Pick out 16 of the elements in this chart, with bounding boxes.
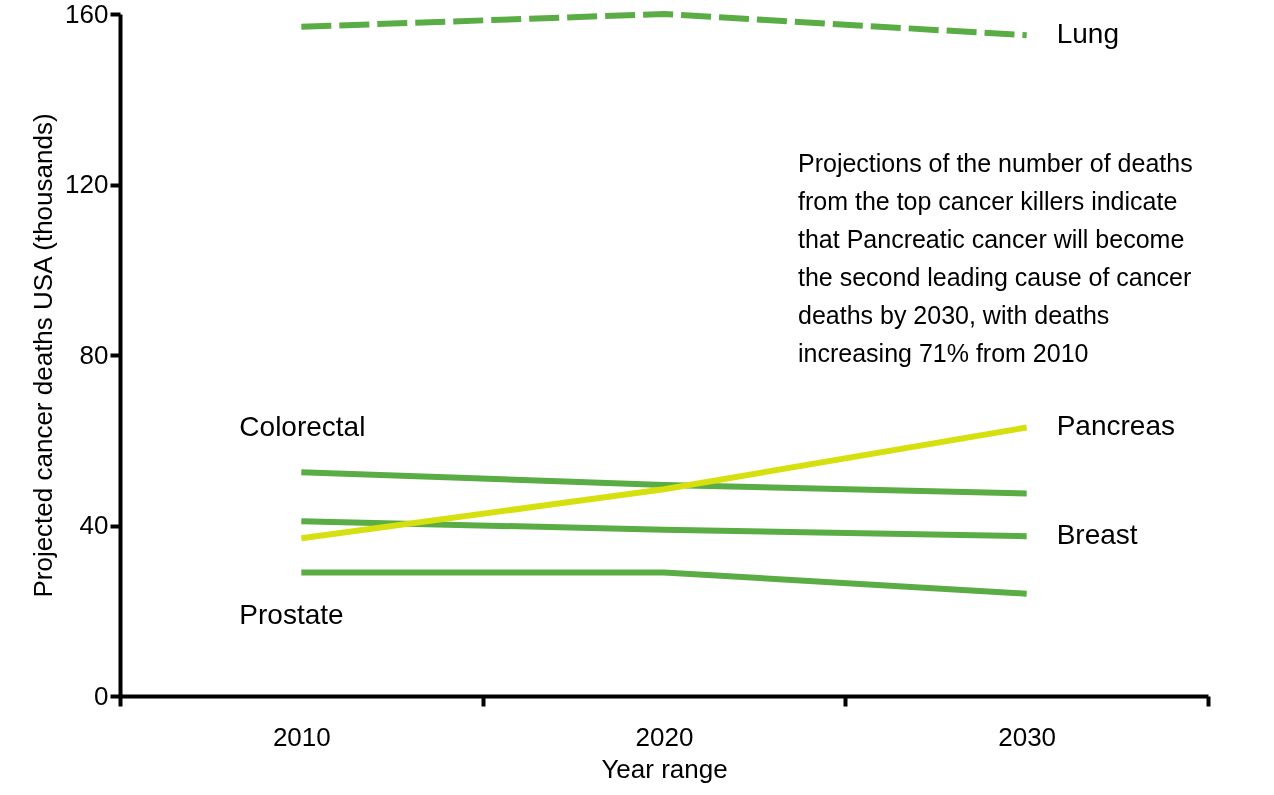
y-tick-label: 0 bbox=[94, 680, 109, 711]
x-tick-label: 2020 bbox=[635, 721, 694, 752]
y-axis-title: Projected cancer deaths USA (thousands) bbox=[28, 113, 59, 598]
y-tick-label: 160 bbox=[65, 0, 109, 29]
x-tick-label: 2030 bbox=[998, 721, 1057, 752]
series-label: Pancreas bbox=[1056, 410, 1175, 442]
series-label: Colorectal bbox=[239, 411, 366, 443]
series-label: Breast bbox=[1056, 519, 1138, 551]
y-tick-label: 80 bbox=[79, 339, 109, 370]
series-label: Prostate bbox=[239, 599, 344, 631]
y-tick-label: 120 bbox=[65, 169, 109, 199]
x-tick-label: 2010 bbox=[272, 721, 331, 752]
series-label: Lung bbox=[1056, 18, 1119, 50]
y-tick-label: 40 bbox=[79, 510, 109, 540]
x-axis-title: Year range bbox=[601, 753, 728, 784]
annotation: Projections of the number of deaths from the top cancer killers indicate that Pancreatic cancer will become the second leading cause of cancer deaths by 2030, with deaths increasing 71% from 2010 bbox=[798, 149, 1193, 367]
